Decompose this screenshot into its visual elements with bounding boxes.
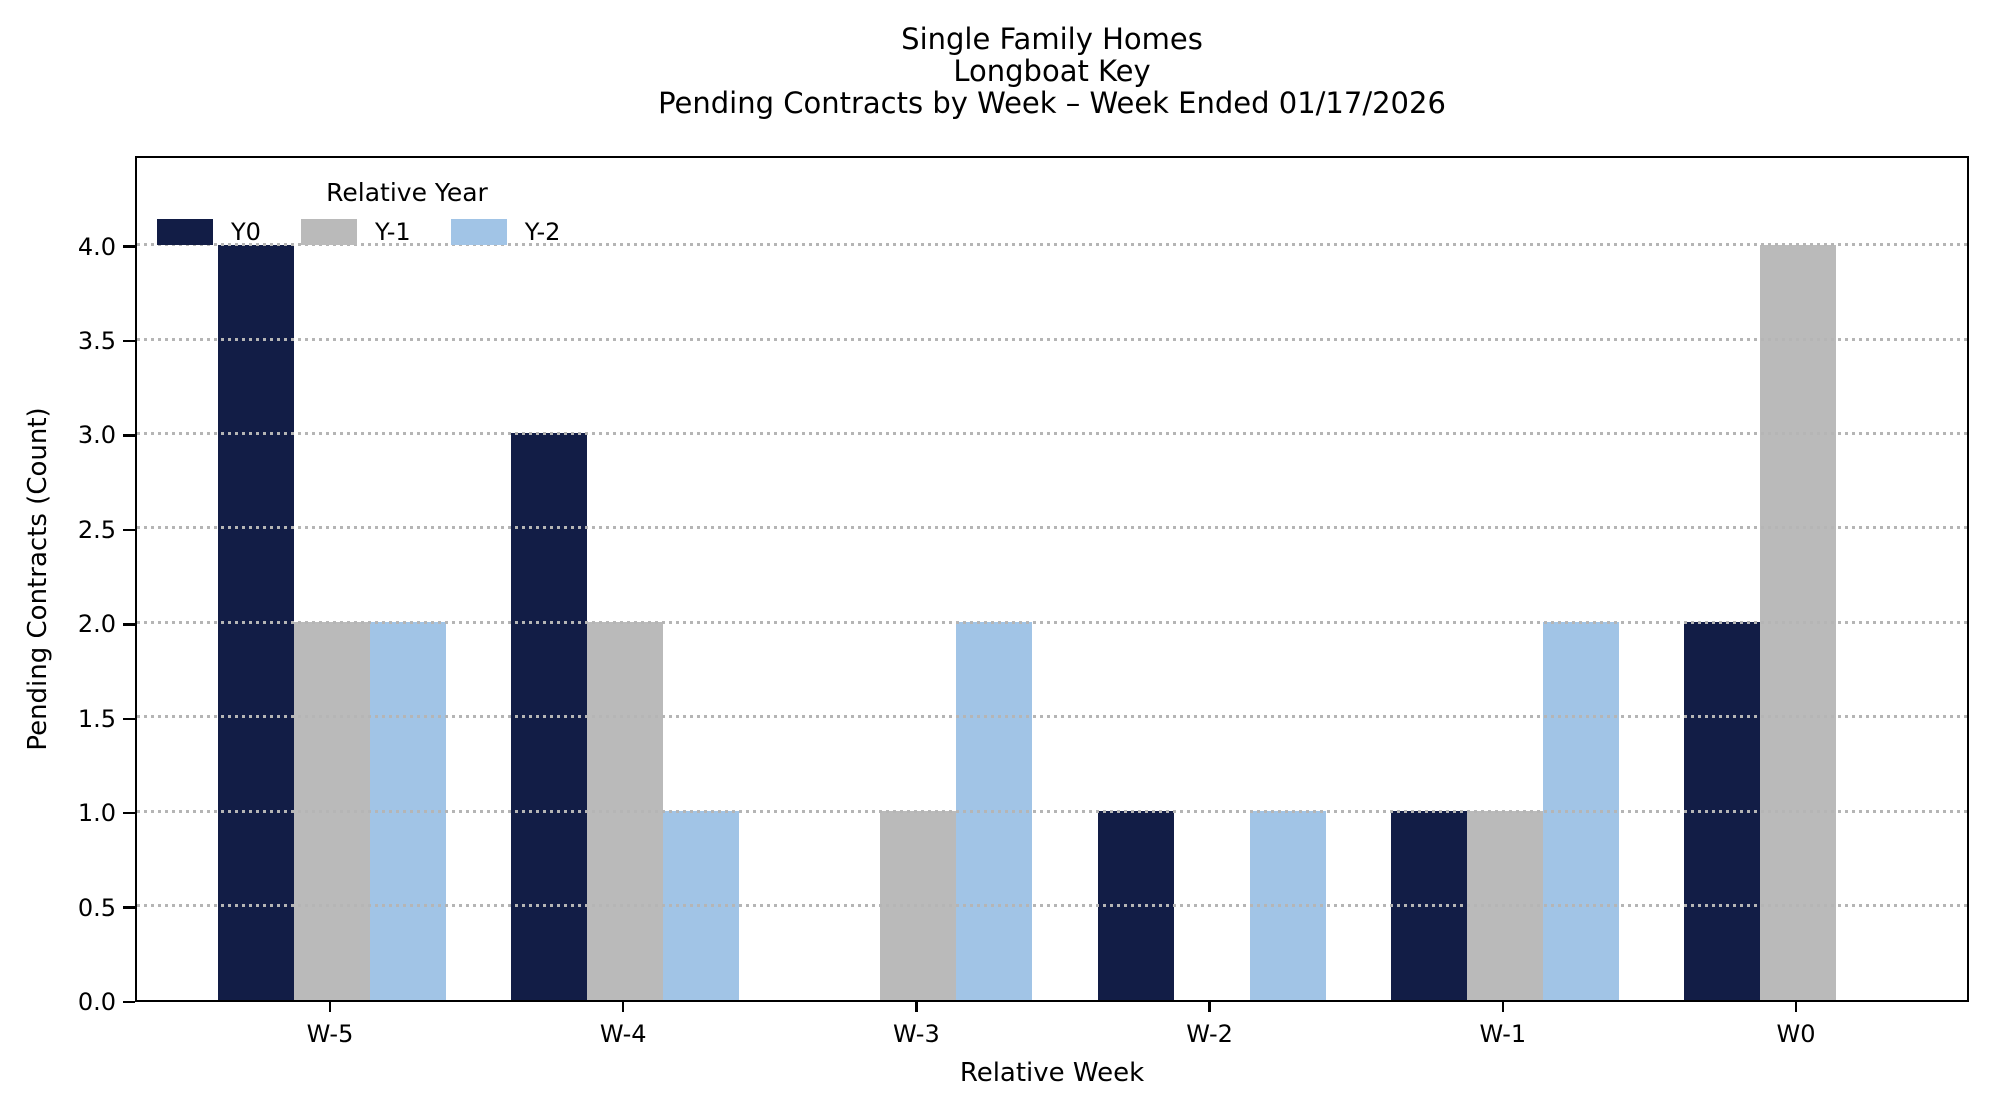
x-tick-label-W-3: W-3 [893,1020,940,1048]
y-tick-label-1.5: 1.5 [77,704,116,733]
x-tick-mark-W-5 [328,1001,332,1012]
x-tick-mark-W-4 [622,1001,625,1012]
legend-swatch-Y-1 [300,219,357,245]
x-tick-label-W-4: W-4 [599,1020,647,1048]
x-tick-mark-W0 [1794,1001,1798,1012]
plot-area: Relative Year Y0 Y-1 Y-2 [135,156,1969,1002]
gridline-2.0 [137,620,1967,624]
y-tick-mark-2.0 [123,623,135,626]
y-tick-mark-4.0 [123,245,135,248]
x-tick-mark-W-2 [1208,1001,1211,1012]
x-tick-label-W-5: W-5 [306,1020,354,1048]
y-tick-label-0.5: 0.5 [77,893,116,922]
chart-title-line-3: Pending Contracts by Week – Week Ended 0… [658,85,1446,120]
y-tick-mark-0.5 [123,906,135,909]
y-tick-label-0.0: 0.0 [77,988,116,1016]
y-tick-mark-0.0 [123,1000,135,1004]
legend: Relative Year Y0 Y-1 Y-2 [157,178,657,246]
legend-entry-Y-2: Y-2 [450,218,561,246]
legend-swatch-Y-2 [450,219,507,245]
gridline-1.5 [137,715,1967,719]
x-tick-mark-W-3 [915,1001,918,1012]
x-tick-label-W0: W0 [1776,1020,1816,1048]
y-tick-label-3.5: 3.5 [77,327,116,356]
legend-label-Y0: Y0 [231,218,261,246]
y-tick-mark-2.5 [123,528,135,532]
y-tick-label-4.0: 4.0 [77,232,116,261]
legend-label-Y-1: Y-1 [374,218,411,246]
gridline-2.5 [137,526,1967,530]
legend-entry-Y0: Y0 [157,218,261,246]
gridline-3.0 [137,431,1967,435]
chart-title: Single Family Homes Longboat Key Pending… [135,22,1969,120]
y-tick-mark-1.0 [123,811,135,815]
y-axis-label: Pending Contracts (Count) [23,407,53,751]
x-tick-label-W-2: W-2 [1186,1020,1233,1048]
gridline-3.5 [137,337,1967,341]
y-tick-mark-1.5 [123,717,135,720]
legend-title: Relative Year [326,178,488,207]
legend-label-Y-2: Y-2 [524,218,561,246]
x-tick-label-W-1: W-1 [1479,1020,1527,1048]
y-tick-mark-3.5 [123,339,135,343]
y-tick-label-2.0: 2.0 [77,610,116,639]
gridline-0.5 [137,904,1967,908]
y-tick-mark-3.0 [123,434,135,437]
chart-title-line-2: Longboat Key [953,53,1151,88]
legend-entry-Y-1: Y-1 [300,218,411,246]
x-axis-label: Relative Week [959,1058,1145,1088]
y-tick-label-2.5: 2.5 [77,515,116,544]
legend-entries: Y0 Y-1 Y-2 [157,218,657,246]
y-tick-label-3.0: 3.0 [77,421,116,450]
gridline-1.0 [137,809,1967,813]
x-tick-mark-W-1 [1501,1001,1504,1012]
plot-canvas [137,158,1967,1000]
gridline-4.0 [137,243,1967,247]
chart-title-line-1: Single Family Homes [901,22,1203,56]
legend-swatch-Y0 [157,219,213,245]
y-tick-label-1.0: 1.0 [77,799,116,828]
